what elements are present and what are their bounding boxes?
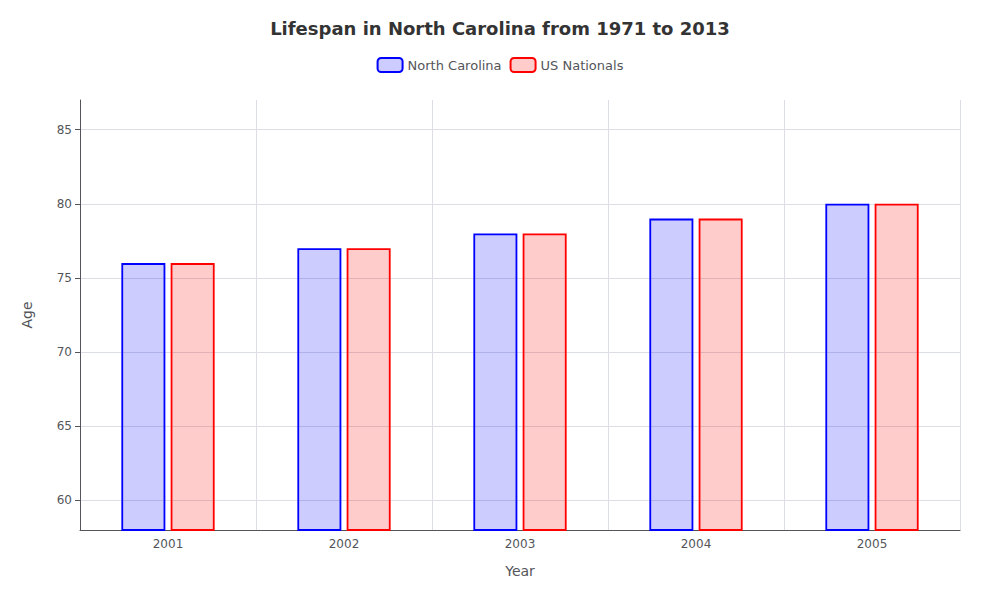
svg-text:85: 85 bbox=[57, 123, 72, 137]
svg-text:2005: 2005 bbox=[857, 537, 888, 551]
svg-text:Lifespan in North Carolina fro: Lifespan in North Carolina from 1971 to … bbox=[270, 18, 730, 39]
svg-text:North Carolina: North Carolina bbox=[408, 58, 502, 73]
svg-text:70: 70 bbox=[57, 345, 72, 359]
svg-text:80: 80 bbox=[57, 197, 72, 211]
svg-text:2004: 2004 bbox=[681, 537, 712, 551]
svg-text:65: 65 bbox=[57, 419, 72, 433]
svg-text:60: 60 bbox=[57, 493, 72, 507]
svg-text:2002: 2002 bbox=[329, 537, 360, 551]
svg-text:2001: 2001 bbox=[153, 537, 184, 551]
svg-text:Year: Year bbox=[504, 563, 535, 579]
svg-text:2003: 2003 bbox=[505, 537, 536, 551]
svg-text:75: 75 bbox=[57, 271, 72, 285]
svg-text:Age: Age bbox=[19, 301, 35, 328]
svg-text:US Nationals: US Nationals bbox=[541, 58, 624, 73]
